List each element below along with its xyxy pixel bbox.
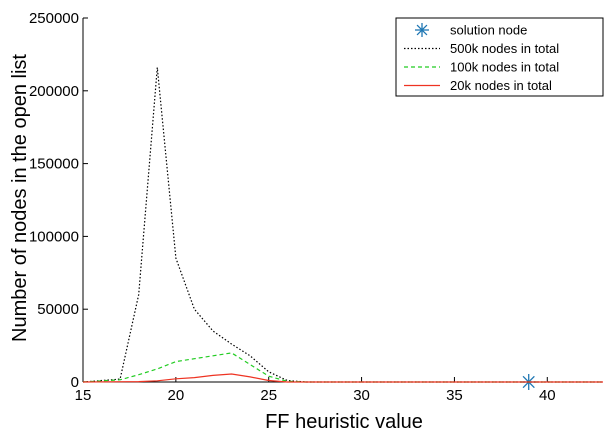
x-tick-label: 15 bbox=[75, 387, 92, 404]
legend-label: 20k nodes in total bbox=[450, 78, 552, 93]
legend-marker bbox=[415, 23, 429, 37]
legend-label: 500k nodes in total bbox=[450, 41, 559, 56]
y-axis-label: Number of nodes in the open list bbox=[9, 54, 31, 342]
y-tick-label: 50000 bbox=[37, 301, 79, 318]
x-tick-label: 40 bbox=[539, 387, 556, 404]
y-tick-label: 250000 bbox=[29, 10, 79, 27]
legend-box bbox=[395, 17, 604, 97]
x-tick-label: 30 bbox=[353, 387, 370, 404]
y-tick-label: 150000 bbox=[29, 156, 79, 173]
x-axis-label: FF heuristic value bbox=[265, 411, 423, 433]
legend-label: 100k nodes in total bbox=[450, 60, 559, 75]
y-axis-ticks: 0 50000 100000 150000 200000 250000 bbox=[29, 10, 88, 391]
x-tick-label: 35 bbox=[446, 387, 463, 404]
legend: solution node 500k nodes in total 100k nod… bbox=[395, 17, 604, 97]
y-tick-label: 200000 bbox=[29, 83, 79, 100]
y-tick-label: 0 bbox=[71, 374, 79, 391]
series-line-3 bbox=[82, 373, 603, 383]
asterisk-stroke bbox=[416, 24, 428, 36]
legend-label: solution node bbox=[450, 23, 527, 38]
series-layer bbox=[82, 67, 603, 390]
x-tick-label: 20 bbox=[168, 387, 185, 404]
series-line-2 bbox=[82, 352, 603, 383]
series-line-1 bbox=[82, 67, 603, 383]
y-tick-label: 100000 bbox=[29, 228, 79, 245]
x-tick-label: 25 bbox=[260, 387, 277, 404]
x-axis-ticks: 15 20 25 30 35 40 bbox=[75, 377, 556, 404]
